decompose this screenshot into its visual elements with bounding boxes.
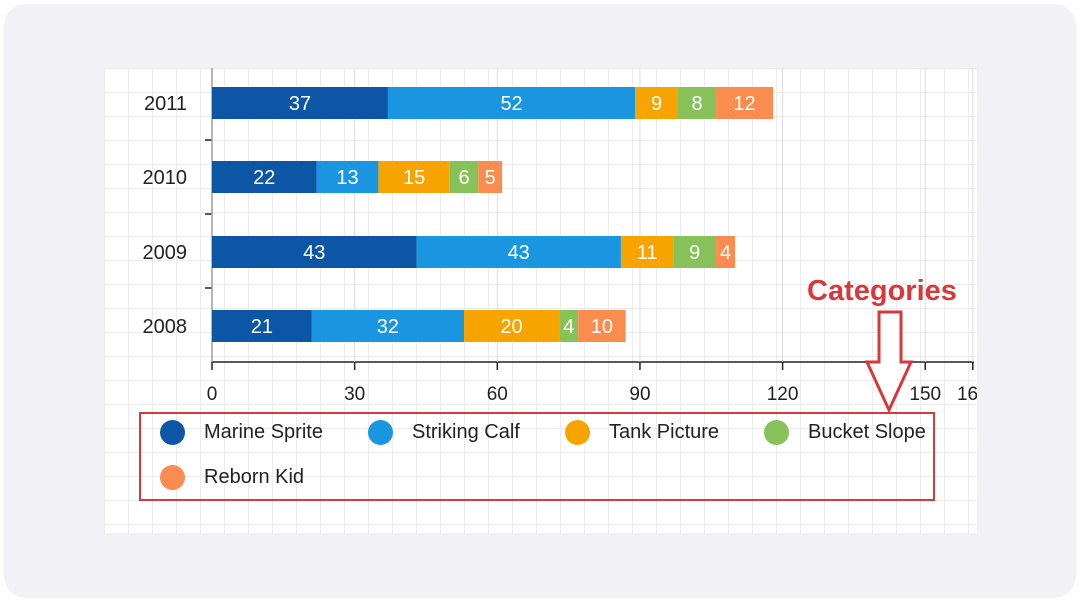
bar-value-label: 22 [253,167,275,189]
bar-value-label: 13 [336,167,358,189]
legend: Marine Sprite Striking Calf Tank Picture Bu… [139,412,935,501]
bar-value-label: 6 [458,167,469,189]
bar-value-label: 9 [651,93,662,115]
bar-segment [578,310,626,342]
down-arrow-icon [864,310,914,414]
bar-segment [311,310,465,342]
legend-item[interactable]: Tank Picture [565,420,719,445]
category-label: 2010 [143,167,188,189]
x-tick-label: 150 [909,384,941,405]
legend-swatch-icon [160,465,185,490]
x-tick-label: 0 [207,384,218,405]
categories-annotation: Categories [807,275,957,307]
bar-value-label: 43 [303,242,325,264]
bar-segment [559,310,579,342]
bar-segment [378,161,450,193]
bar-value-label: 5 [485,167,496,189]
bar-segment [449,161,479,193]
legend-item[interactable]: Reborn Kid [160,465,304,490]
bar-value-label: 43 [508,242,530,264]
bar-segment [635,87,678,119]
bar-value-label: 20 [500,316,522,338]
bar-segment [673,236,717,268]
bar-value-label: 52 [500,93,522,115]
legend-label: Bucket Slope [808,421,926,443]
bar-segment [478,161,503,193]
legend-label: Reborn Kid [204,466,305,488]
bar-segment [677,87,717,119]
bar-segment [316,161,379,193]
bar-segment [416,236,621,268]
x-tick-label: 90 [629,384,650,405]
bar-value-label: 15 [403,167,425,189]
bar-segment [716,236,736,268]
x-tick-label: 120 [767,384,799,405]
legend-swatch-icon [160,420,185,445]
bar-value-label: 32 [377,316,399,338]
legend-item[interactable]: Striking Calf [368,420,520,445]
legend-label: Striking Calf [412,421,520,443]
bar-value-label: 4 [563,316,574,338]
legend-item[interactable]: Marine Sprite [160,420,323,445]
chart-panel [104,68,977,533]
bar-value-label: 10 [591,316,613,338]
legend-label: Tank Picture [609,421,720,443]
bar-value-label: 37 [289,93,311,115]
legend-label: Marine Sprite [204,421,323,443]
x-tick-label: 30 [344,384,365,405]
bar-segment [212,310,312,342]
bar-value-label: 11 [637,242,658,264]
bar-value-label: 21 [251,316,273,338]
bar-value-label: 8 [691,93,702,115]
bar-segment [620,236,674,268]
bar-segment [212,236,417,268]
legend-item[interactable]: Bucket Slope [764,420,926,445]
category-label: 2008 [143,316,188,338]
bar-segment [387,87,636,119]
category-label: 2009 [143,242,188,264]
legend-swatch-icon [565,420,590,445]
legend-swatch-icon [368,420,393,445]
bar-segment [212,161,317,193]
bar-segment [212,87,388,119]
bar-value-label: 4 [720,242,731,264]
bar-segment [716,87,774,119]
x-tick-label: 60 [487,384,508,405]
bar-value-label: 9 [689,242,700,264]
legend-swatch-icon [764,420,789,445]
x-tick-label: 160 [957,384,989,405]
bar-value-label: 12 [733,93,755,115]
category-label: 2011 [144,93,187,115]
bar-segment [464,310,560,342]
